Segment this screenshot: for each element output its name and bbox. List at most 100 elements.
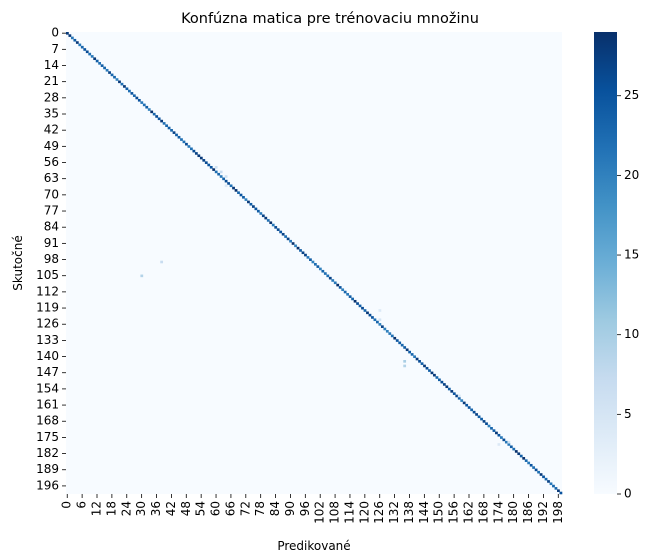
heatmap-cell-offdiagonal [497, 443, 501, 446]
heatmap-cell-offdiagonal [507, 440, 511, 444]
heatmap-cell-diagonal [395, 339, 399, 342]
heatmap-cell-diagonal [155, 115, 159, 118]
heatmap-cell-offdiagonal [140, 274, 144, 278]
heatmap-cell-diagonal [433, 373, 436, 377]
colorbar-tick-label: 20 [624, 168, 639, 182]
heatmap-cell-diagonal [445, 385, 449, 389]
heatmap-cell-diagonal [425, 366, 429, 370]
x-tick-label: 144 [417, 501, 431, 524]
heatmap-cell-diagonal [537, 470, 540, 474]
heatmap-cell-diagonal [348, 295, 352, 298]
y-tick-label: 98 [44, 252, 59, 266]
heatmap-cell-diagonal [527, 461, 531, 465]
x-tick-label: 42 [164, 501, 178, 516]
x-tick-label: 162 [462, 501, 476, 524]
heatmap-cell-diagonal [430, 371, 434, 375]
heatmap-cell-diagonal [413, 355, 416, 359]
heatmap-cell-diagonal [247, 200, 250, 204]
heatmap-cell-diagonal [490, 427, 493, 430]
y-axis-label: Skutočné [11, 235, 25, 290]
heatmap-cell-diagonal [269, 221, 273, 225]
heatmap-cell-diagonal [326, 274, 330, 278]
heatmap-cell-diagonal [219, 175, 223, 178]
heatmap-cell-diagonal [68, 34, 72, 37]
y-tick-label: 140 [36, 349, 59, 363]
heatmap-cell-diagonal [90, 55, 94, 58]
y-tick-label: 7 [51, 42, 59, 56]
heatmap-cell-diagonal [353, 299, 357, 303]
heatmap-cell-diagonal [249, 202, 253, 206]
heatmap-cell-diagonal [88, 52, 92, 56]
heatmap-cell-offdiagonal [403, 360, 407, 363]
heatmap-cell-diagonal [554, 487, 558, 490]
y-tick-label: 28 [44, 90, 59, 104]
heatmap-cell-diagonal [363, 309, 367, 312]
heatmap-cell-diagonal [85, 50, 89, 54]
x-tick-label: 18 [104, 501, 118, 516]
y-tick-label: 42 [44, 123, 59, 137]
y-tick-label: 147 [36, 365, 59, 379]
heatmap-cell-diagonal [217, 172, 221, 176]
heatmap-cell-diagonal [358, 304, 362, 308]
y-tick-label: 154 [36, 381, 59, 395]
heatmap-cell-diagonal [291, 242, 295, 245]
heatmap-cell-diagonal [500, 436, 503, 439]
heatmap-cell-diagonal [346, 293, 350, 296]
heatmap-cell-diagonal [378, 323, 382, 326]
heatmap-cell-diagonal [462, 401, 466, 405]
heatmap-cell-offdiagonal [219, 170, 223, 174]
heatmap-cell-diagonal [150, 110, 154, 114]
x-tick-label: 192 [536, 501, 550, 524]
heatmap-cell-diagonal [227, 182, 230, 185]
heatmap-cell-diagonal [289, 239, 292, 243]
y-axis-ticks: 0 7 14 21 28 35 42 49 56 63 70 77 84 91 98 105 112 119 126… [36, 26, 66, 492]
heatmap-cell-diagonal [557, 489, 560, 492]
heatmap-cell-diagonal [170, 129, 173, 132]
heatmap-cell-diagonal [415, 357, 419, 361]
heatmap-cell-diagonal [519, 454, 523, 458]
x-tick-label: 72 [238, 501, 252, 516]
heatmap-cell-diagonal [209, 165, 213, 169]
heatmap-cell-diagonal [108, 71, 111, 74]
heatmap-cell-diagonal [316, 265, 320, 268]
heatmap-cell-diagonal [113, 75, 116, 79]
heatmap-cell-diagonal [331, 279, 335, 282]
colorbar-gradient [594, 32, 617, 494]
heatmap-cell-diagonal [75, 41, 79, 44]
x-tick-label: 60 [209, 501, 223, 516]
heatmap-cell-diagonal [264, 216, 268, 220]
heatmap-cell-offdiagonal [214, 165, 218, 169]
x-tick-label: 108 [328, 501, 342, 524]
heatmap-cell-diagonal [140, 101, 144, 104]
heatmap-cell-diagonal [336, 283, 340, 287]
heatmap-cell-diagonal [284, 235, 288, 238]
y-tick-label: 56 [44, 155, 59, 169]
heatmap-cell-diagonal [477, 415, 481, 419]
heatmap-cell-diagonal [380, 325, 384, 328]
heatmap-cell-diagonal [185, 142, 188, 146]
heatmap-cell-diagonal [487, 424, 491, 428]
heatmap-cell-diagonal [100, 64, 104, 67]
heatmap-cell-diagonal [190, 147, 193, 151]
heatmap-cell-diagonal [130, 92, 134, 95]
heatmap-cell-diagonal [514, 450, 518, 453]
y-tick-label: 161 [36, 398, 59, 412]
y-tick-label: 168 [36, 414, 59, 428]
heatmap-cell-diagonal [132, 94, 136, 97]
heatmap-cell-diagonal [167, 126, 171, 130]
heatmap-cell-diagonal [509, 445, 513, 449]
heatmap-cell-diagonal [232, 186, 235, 190]
heatmap-cell-diagonal [110, 73, 114, 77]
heatmap-cell-diagonal [304, 253, 307, 257]
x-tick-label: 102 [313, 501, 327, 524]
heatmap-cell-diagonal [450, 390, 454, 393]
heatmap-cell-diagonal [165, 124, 168, 128]
heatmap-cell-diagonal [465, 403, 469, 407]
heatmap-cell-diagonal [442, 383, 446, 386]
heatmap-cell-diagonal [408, 350, 412, 354]
heatmap-cell-diagonal [341, 288, 345, 292]
heatmap-cell-diagonal [356, 302, 359, 305]
heatmap-cell-diagonal [390, 334, 394, 338]
y-tick-label: 196 [36, 478, 59, 492]
x-tick-label: 186 [521, 501, 535, 524]
